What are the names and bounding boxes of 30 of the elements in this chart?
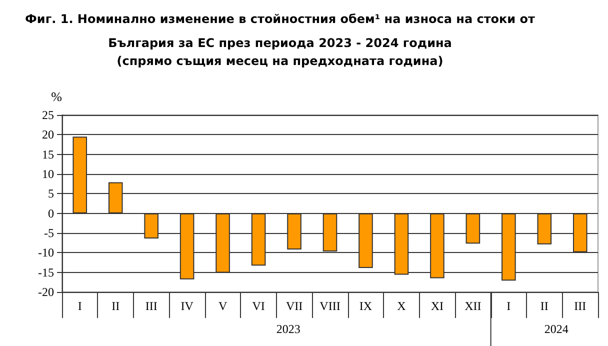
y-tick-label: -20 (38, 285, 54, 299)
x-tick-label: VI (252, 299, 265, 313)
x-tick-label: II (112, 299, 120, 313)
x-tick-label: X (397, 299, 406, 313)
x-tick-label: III (574, 299, 586, 313)
x-tick-label: IV (180, 299, 194, 313)
text: 2024 (544, 322, 568, 336)
y-tick-label: 0 (48, 206, 54, 220)
y-tick-label: -15 (38, 265, 54, 280)
chart-title: Фиг. 1. Номинално изменение в стойностния обем¹ на износа на стоки от България за ЕС през периода 2023 - 2024 година (25, 12, 536, 50)
y-axis-title: % (51, 89, 62, 104)
y-tick-label: 20 (42, 128, 54, 142)
text: 2023 (276, 322, 300, 336)
x-tick-label: I (506, 299, 511, 313)
x-tick-label: V (218, 299, 228, 313)
x-tick-label: IX (359, 299, 372, 313)
x-tick-label: III (145, 299, 158, 313)
x-tick-label: VII (286, 299, 303, 313)
y-tick-label: -5 (44, 226, 54, 240)
x-tick-label: XI (430, 299, 444, 313)
y-tick-label: 15 (42, 147, 54, 162)
x-tick-label: II (540, 299, 548, 313)
y-tick-label: 5 (48, 186, 54, 201)
x-tick-label: VIII (320, 299, 340, 313)
chart-subtitle: (спрямо същия месец на предходната година) (116, 54, 444, 68)
x-tick-label: I (78, 299, 82, 313)
x-tick-label: XII (464, 299, 482, 313)
y-tick-label: -10 (38, 246, 54, 260)
y-tick-label: 25 (42, 108, 54, 122)
y-tick-label: 10 (42, 167, 54, 181)
